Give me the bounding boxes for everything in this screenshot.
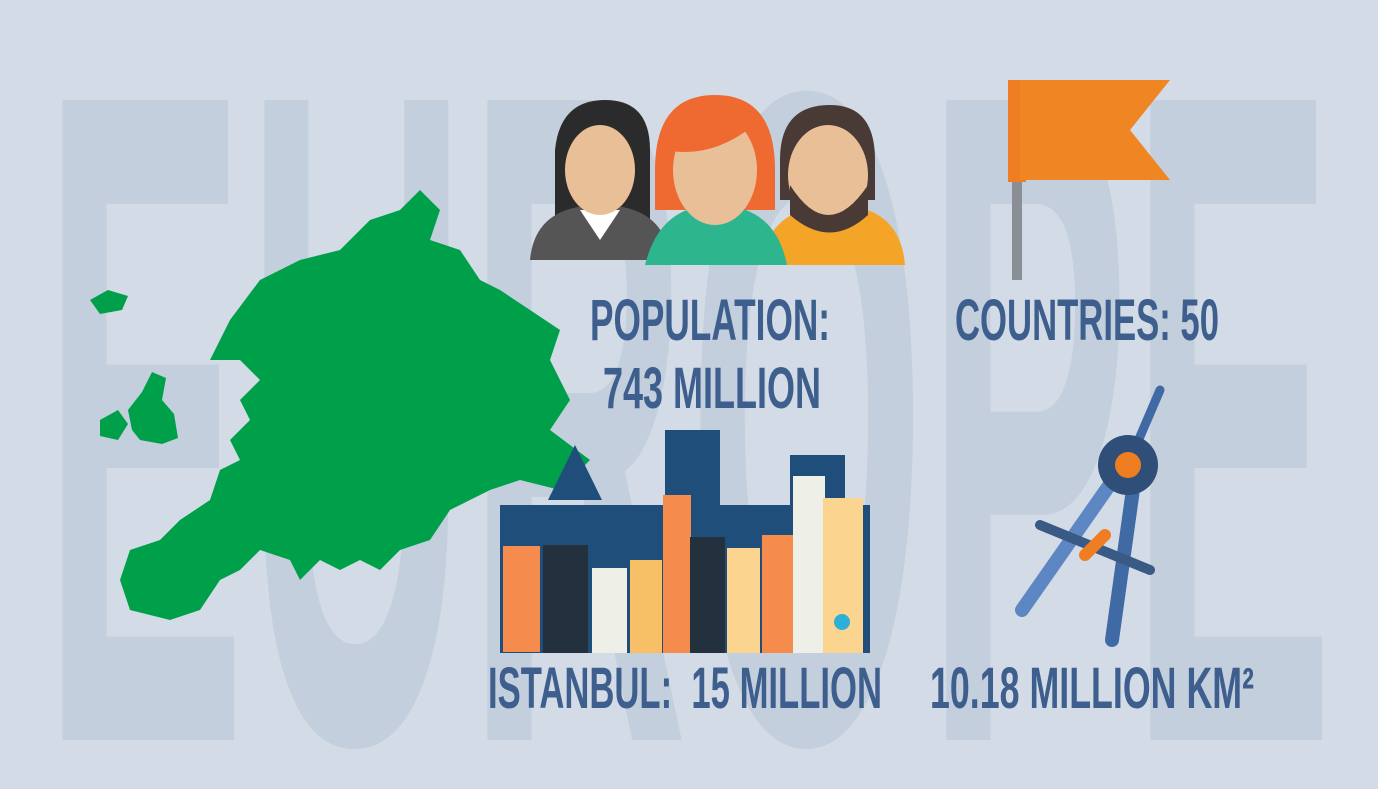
icon-part [565, 125, 635, 215]
icon-part [690, 537, 725, 653]
icon-part [1020, 80, 1170, 180]
icon-part [645, 205, 787, 265]
icon-part [580, 210, 620, 240]
icon-part [793, 476, 825, 653]
stat-value: 743 MILLION [603, 356, 821, 421]
stat-label: COUNTRIES: 50 [955, 288, 1219, 353]
city-icon [500, 430, 870, 653]
icon-part [1079, 529, 1111, 561]
ireland [100, 410, 128, 440]
icon-part [665, 98, 770, 152]
flag-icon [1008, 80, 1170, 280]
icon-part [1012, 180, 1022, 280]
stat-label: 10.18 MILLION KM² [930, 656, 1254, 721]
europe-map [90, 190, 590, 620]
icon-part [762, 535, 794, 653]
icon-part [548, 445, 602, 500]
icon-part [592, 568, 627, 653]
britain [128, 372, 178, 444]
icon-part [790, 185, 868, 233]
icon-part [663, 495, 691, 653]
mainland [120, 190, 590, 620]
icon-part [788, 125, 868, 225]
icon-part [503, 546, 540, 652]
stat-label: ISTANBUL: 15 MILLION [488, 656, 882, 721]
icon-part [630, 560, 662, 653]
people-icon [530, 95, 905, 265]
icon-part [1115, 452, 1141, 478]
stat-label: POPULATION: [590, 288, 830, 353]
icon-part [834, 614, 850, 630]
icon-part [727, 548, 760, 653]
compass-icon [1015, 385, 1165, 647]
iceland [90, 290, 128, 314]
icon-part [543, 545, 588, 653]
